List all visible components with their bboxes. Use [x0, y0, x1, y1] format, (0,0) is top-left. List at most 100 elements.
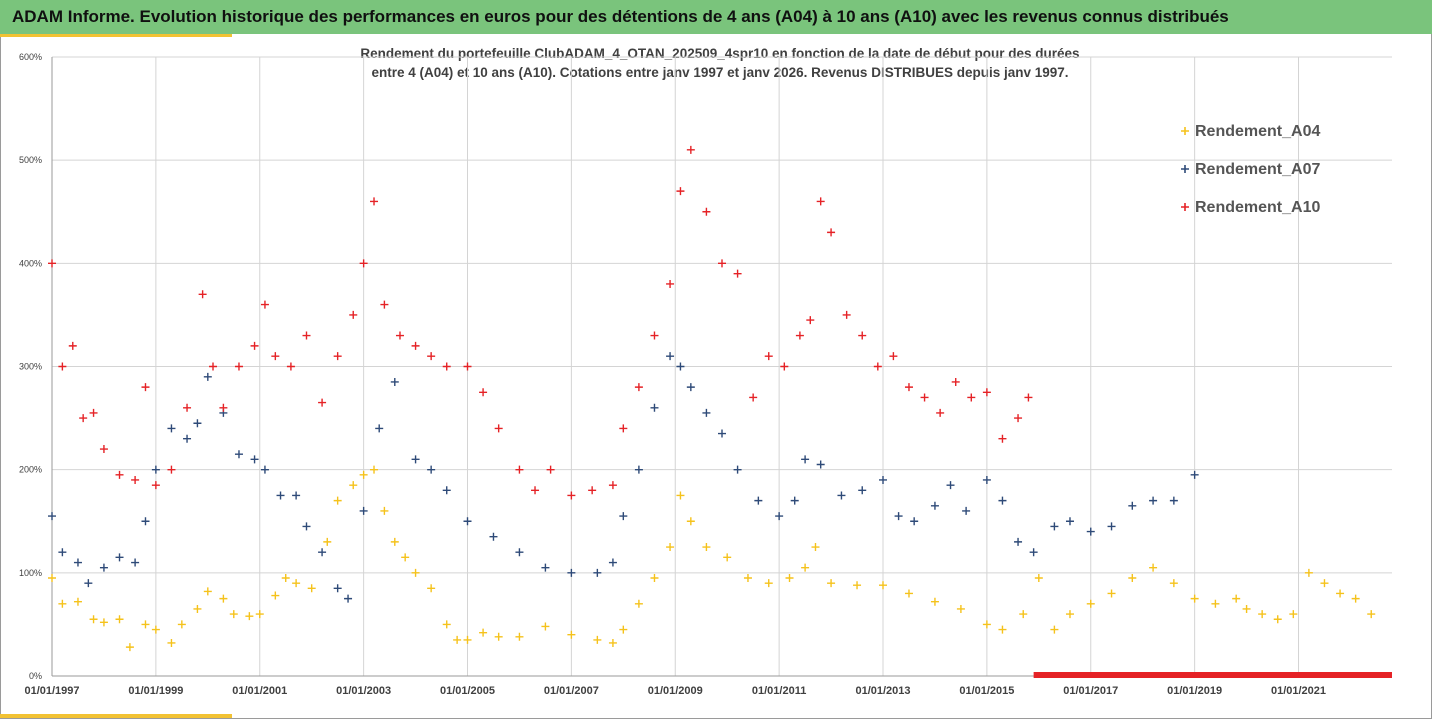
point-rendement-a07	[411, 455, 420, 464]
point-rendement-a10	[889, 352, 898, 361]
point-rendement-a10	[494, 424, 503, 433]
y-tick-label: 200%	[19, 465, 42, 475]
point-rendement-a07	[650, 403, 659, 412]
point-rendement-a10	[982, 388, 991, 397]
point-rendement-a04	[453, 635, 462, 644]
point-rendement-a07	[193, 419, 202, 428]
point-rendement-a10	[167, 465, 176, 474]
point-rendement-a04	[479, 628, 488, 637]
point-rendement-a07	[1128, 501, 1137, 510]
point-rendement-a10	[749, 393, 758, 402]
point-rendement-a10	[567, 491, 576, 500]
point-rendement-a04	[801, 563, 810, 572]
point-rendement-a07	[702, 408, 711, 417]
point-rendement-a10	[1024, 393, 1033, 402]
point-rendement-a10	[676, 187, 685, 196]
point-rendement-a04	[1289, 610, 1298, 619]
point-rendement-a04	[1242, 604, 1251, 613]
point-rendement-a04	[48, 573, 56, 582]
point-rendement-a04	[723, 553, 732, 562]
point-rendement-a10	[666, 279, 675, 288]
point-rendement-a04	[764, 579, 773, 588]
point-rendement-a10	[427, 352, 436, 361]
point-rendement-a10	[48, 259, 56, 268]
x-tick-label: 01/01/2007	[544, 685, 599, 697]
title-banner: ADAM Informe. Evolution historique des p…	[0, 0, 1432, 34]
point-rendement-a10	[250, 341, 259, 350]
point-rendement-a10	[89, 408, 98, 417]
x-tick-label: 01/01/2001	[232, 685, 287, 697]
point-rendement-a04	[686, 517, 695, 526]
point-rendement-a04	[1019, 610, 1028, 619]
point-rendement-a04	[619, 625, 628, 634]
point-rendement-a07	[276, 491, 285, 500]
point-rendement-a04	[676, 491, 685, 500]
point-rendement-a10	[302, 331, 311, 340]
point-rendement-a07	[1014, 537, 1023, 546]
point-rendement-a07	[141, 517, 150, 526]
point-rendement-a10	[209, 362, 218, 371]
x-tick-label: 01/01/2015	[959, 685, 1014, 697]
point-rendement-a10	[395, 331, 404, 340]
point-rendement-a10	[370, 197, 379, 206]
point-rendement-a04	[1273, 615, 1282, 624]
point-rendement-a10	[183, 403, 192, 412]
point-rendement-a10	[951, 377, 960, 386]
point-rendement-a10	[234, 362, 243, 371]
point-rendement-a04	[151, 625, 160, 634]
y-tick-label: 0%	[29, 671, 42, 681]
point-rendement-a04	[1149, 563, 1158, 572]
point-rendement-a07	[1050, 522, 1059, 531]
point-rendement-a10	[936, 408, 945, 417]
point-rendement-a10	[271, 352, 280, 361]
point-rendement-a04	[743, 573, 752, 582]
point-rendement-a07	[131, 558, 140, 567]
point-rendement-a10	[827, 228, 836, 237]
point-rendement-a04	[515, 632, 524, 641]
point-rendement-a04	[442, 620, 451, 629]
point-rendement-a04	[99, 618, 108, 627]
point-rendement-a07	[99, 563, 108, 572]
point-rendement-a10	[650, 331, 659, 340]
point-rendement-a04	[401, 553, 410, 562]
point-rendement-a04	[292, 579, 301, 588]
point-rendement-a04	[307, 584, 316, 593]
page-title: ADAM Informe. Evolution historique des p…	[12, 7, 1229, 26]
point-rendement-a10	[141, 383, 150, 392]
point-rendement-a04	[1169, 579, 1178, 588]
point-rendement-a10	[780, 362, 789, 371]
point-rendement-a04	[349, 481, 358, 490]
point-rendement-a07	[1107, 522, 1116, 531]
point-rendement-a07	[1149, 496, 1158, 505]
point-rendement-a04	[1232, 594, 1241, 603]
point-rendement-a04	[177, 620, 186, 629]
point-rendement-a04	[1351, 594, 1360, 603]
point-rendement-a04	[58, 599, 67, 608]
y-tick-label: 500%	[19, 155, 42, 165]
point-rendement-a10	[380, 300, 389, 309]
point-rendement-a10	[260, 300, 269, 309]
point-rendement-a04	[323, 537, 332, 546]
point-rendement-a07	[442, 486, 451, 495]
point-rendement-a10	[58, 362, 67, 371]
x-tick-label: 01/01/2021	[1271, 685, 1326, 697]
point-rendement-a10	[531, 486, 540, 495]
point-rendement-a04	[281, 573, 290, 582]
point-rendement-a04	[359, 470, 368, 479]
point-rendement-a04	[219, 594, 228, 603]
point-rendement-a10	[686, 145, 695, 154]
accent-bar-top	[0, 34, 232, 37]
point-rendement-a04	[1211, 599, 1220, 608]
x-tick-label: 01/01/2003	[336, 685, 391, 697]
point-rendement-a10	[79, 414, 88, 423]
point-rendement-a10	[702, 207, 711, 216]
point-rendement-a07	[115, 553, 124, 562]
point-rendement-a04	[115, 615, 124, 624]
point-rendement-a10	[967, 393, 976, 402]
point-rendement-a07	[1086, 527, 1095, 536]
point-rendement-a04	[593, 635, 602, 644]
point-rendement-a07	[302, 522, 311, 531]
point-rendement-a04	[1367, 610, 1376, 619]
point-rendement-a07	[344, 594, 353, 603]
